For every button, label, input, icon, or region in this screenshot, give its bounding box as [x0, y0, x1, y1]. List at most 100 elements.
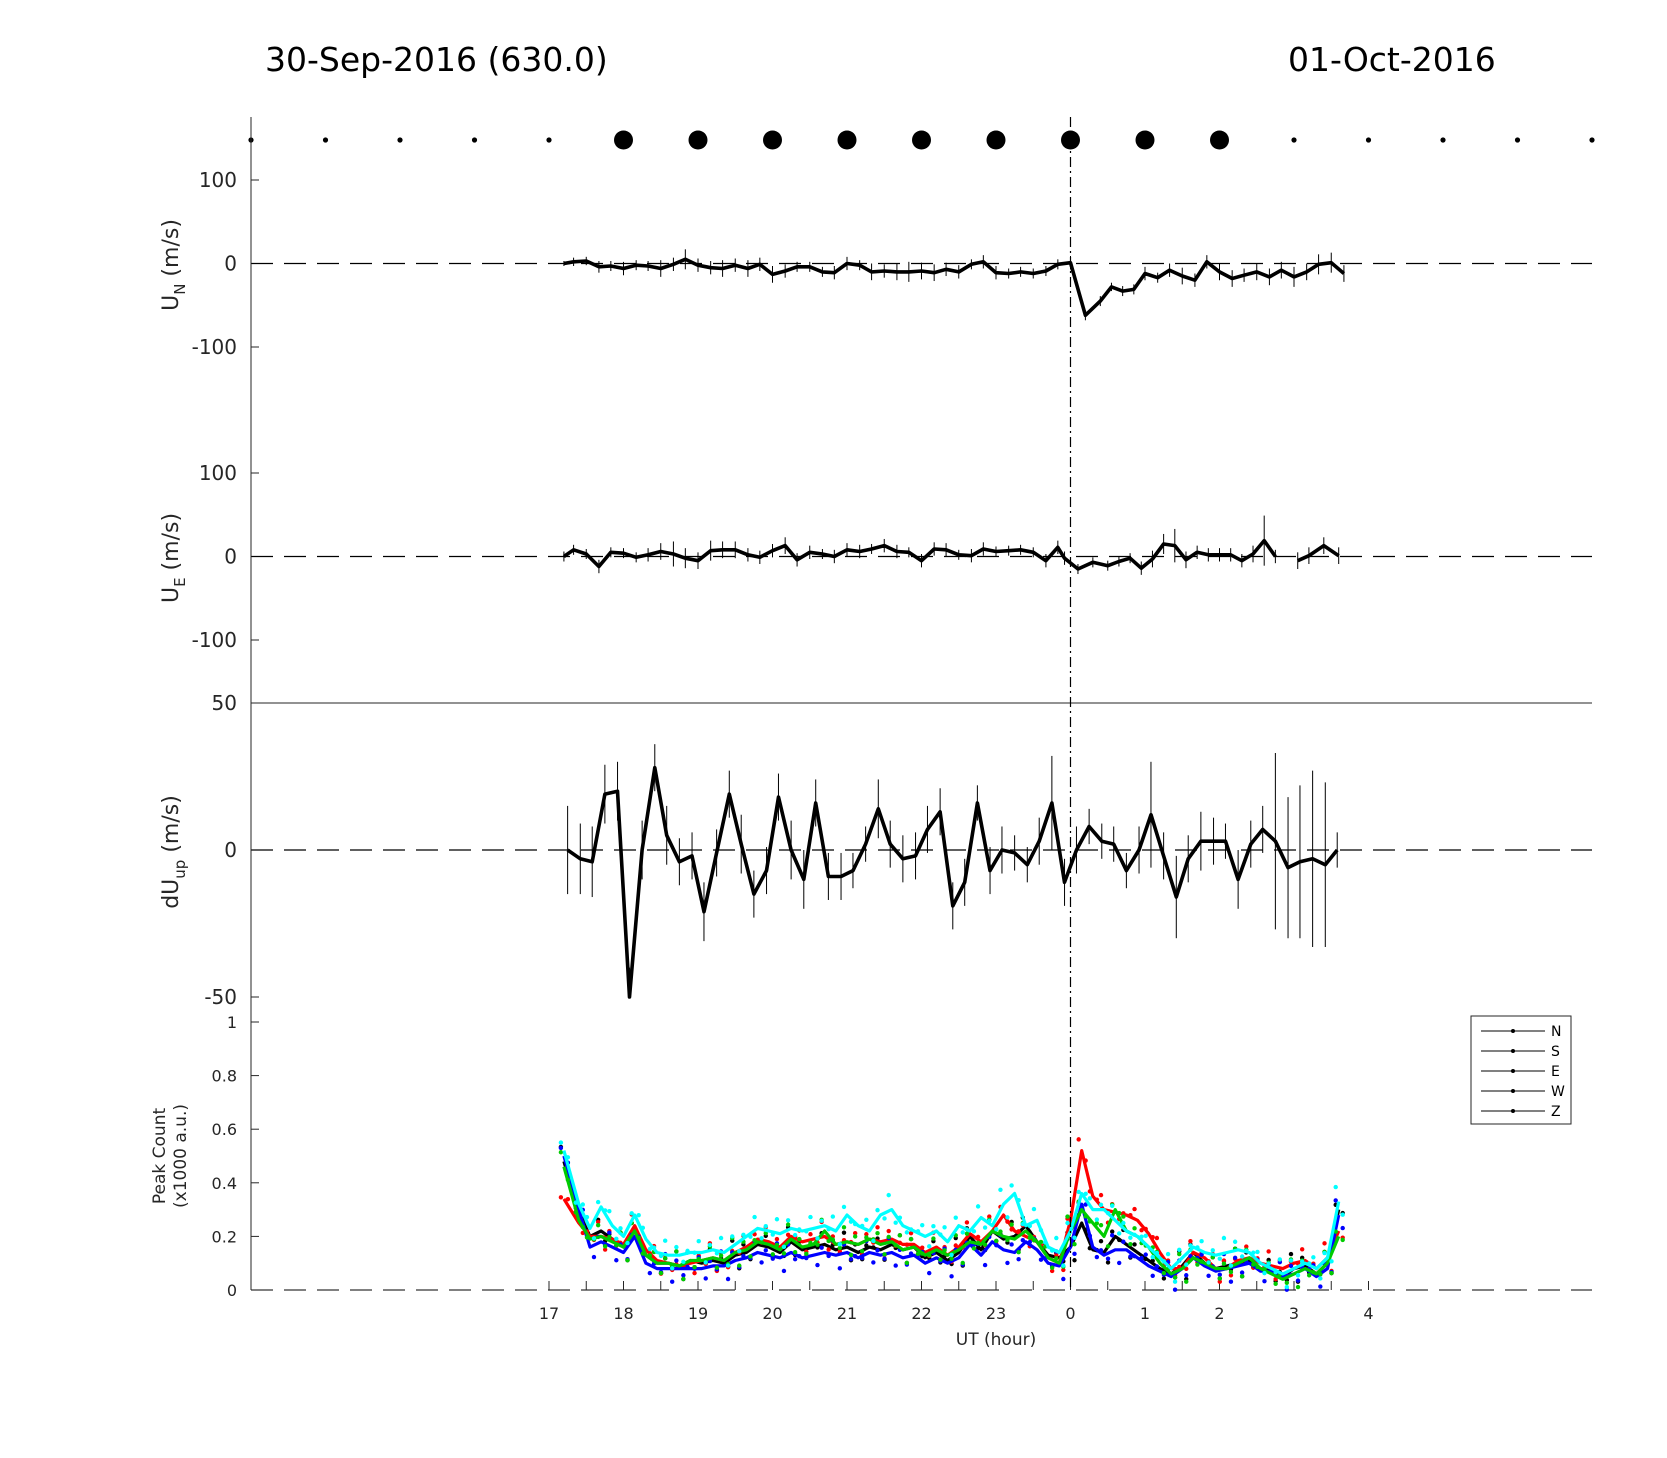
peak-data-point [804, 1229, 809, 1234]
peak-data-point [1105, 1260, 1111, 1265]
peak-data-point [1329, 1270, 1334, 1276]
y-tick-label: -50 [204, 985, 237, 1009]
peak-data-point [1288, 1263, 1294, 1269]
peak-data-point [931, 1236, 936, 1241]
peak-data-point [975, 1240, 981, 1246]
peak-data-point [1027, 1239, 1033, 1245]
peak-data-point [565, 1177, 571, 1183]
peak-data-point [1199, 1239, 1204, 1244]
large-phase-marker [1210, 130, 1229, 150]
peak-data-point [1333, 1184, 1338, 1190]
peak-data-point [1221, 1235, 1227, 1241]
peak-data-point [1098, 1239, 1104, 1244]
peak-data-point [1161, 1276, 1167, 1281]
peak-series-line [562, 1148, 1341, 1271]
x-tick-label: 4 [1363, 1304, 1373, 1323]
peak-data-point [931, 1224, 936, 1229]
small-phase-marker [397, 137, 403, 143]
peak-data-point [1087, 1219, 1093, 1224]
peak-data-point [763, 1224, 768, 1229]
peak-data-point [841, 1225, 847, 1230]
peak-data-point [670, 1279, 675, 1284]
peak-data-point [602, 1208, 608, 1213]
peak-data-point [558, 1145, 564, 1151]
x-tick-label: 19 [688, 1304, 708, 1323]
peak-data-point [1061, 1263, 1066, 1268]
legend-marker [1511, 1109, 1515, 1113]
peak-data-point [792, 1250, 798, 1255]
peak-data-point [595, 1219, 601, 1225]
peak-data-point [714, 1251, 720, 1256]
peak-data-point [893, 1220, 898, 1225]
peak-data-point [1094, 1254, 1100, 1260]
peak-data-point [1306, 1261, 1312, 1266]
peak-data-point [830, 1237, 836, 1242]
peak-data-point [718, 1253, 724, 1258]
peak-data-point [725, 1276, 731, 1282]
peak-data-point [759, 1260, 764, 1265]
peak-data-point [1184, 1262, 1189, 1267]
small-phase-marker [322, 137, 329, 143]
peak-data-point [971, 1246, 977, 1251]
legend-marker [1511, 1069, 1515, 1073]
peak-data-point [875, 1248, 880, 1253]
peak-data-point [1005, 1260, 1010, 1266]
peak-data-point [1206, 1260, 1211, 1265]
peak-data-point [1132, 1254, 1137, 1259]
peak-data-point [942, 1225, 947, 1230]
legend-label: N [1551, 1024, 1561, 1040]
peak-data-point [1340, 1225, 1345, 1231]
peak-data-point [841, 1230, 847, 1235]
peak-data-point [859, 1248, 865, 1254]
peak-data-point [696, 1239, 701, 1244]
peak-data-point [994, 1238, 999, 1244]
peak-data-point [781, 1244, 787, 1250]
peak-data-point [1340, 1212, 1345, 1217]
title-left-date: 30-Sep-2016 (630.0) [265, 40, 608, 79]
peak-data-point [808, 1214, 813, 1220]
peak-data-point [982, 1225, 988, 1230]
peak-data-point [998, 1229, 1003, 1234]
peak-data-point [864, 1217, 869, 1222]
peak-data-point [882, 1252, 887, 1257]
peak-data-point [573, 1200, 578, 1205]
peak-data-point [960, 1230, 965, 1235]
peak-data-point [1121, 1220, 1126, 1226]
y-tick-label: 0 [224, 545, 237, 569]
peak-data-point [1009, 1227, 1014, 1232]
peak-data-point [1087, 1196, 1093, 1201]
peak-data-point [1083, 1158, 1088, 1163]
peak-data-point [904, 1230, 910, 1235]
peak-data-point [1277, 1257, 1283, 1262]
peak-data-point [1087, 1189, 1093, 1194]
peak-data-point [971, 1229, 977, 1234]
peak-data-point [1177, 1251, 1182, 1257]
peak-data-point [875, 1225, 880, 1230]
peak-data-point [1228, 1279, 1234, 1284]
peak-data-point [1061, 1267, 1066, 1273]
peak-data-point [1255, 1249, 1260, 1255]
peak-data-point [781, 1268, 787, 1274]
peak-data-point [826, 1247, 831, 1252]
peak-data-point [1031, 1237, 1037, 1243]
peak-data-point [1172, 1287, 1178, 1292]
peak-data-point [1110, 1233, 1115, 1238]
peak-data-point [797, 1227, 802, 1232]
peak-data-point [1284, 1280, 1290, 1285]
peak-data-point [964, 1220, 970, 1225]
peak-data-point [1295, 1278, 1301, 1283]
peak-data-point [837, 1266, 843, 1271]
peak-data-point [685, 1248, 690, 1254]
peak-data-point [1054, 1256, 1059, 1261]
peak-data-point [1016, 1198, 1021, 1203]
peak-data-point [558, 1195, 564, 1200]
peak-data-point [920, 1245, 925, 1250]
peak-data-point [886, 1234, 891, 1240]
peak-data-point [785, 1232, 791, 1237]
peak-data-point [1329, 1259, 1334, 1264]
peak-data-point [663, 1238, 668, 1243]
peak-data-point [1333, 1229, 1338, 1234]
peak-data-point [1110, 1203, 1115, 1209]
peak-data-point [893, 1243, 898, 1248]
